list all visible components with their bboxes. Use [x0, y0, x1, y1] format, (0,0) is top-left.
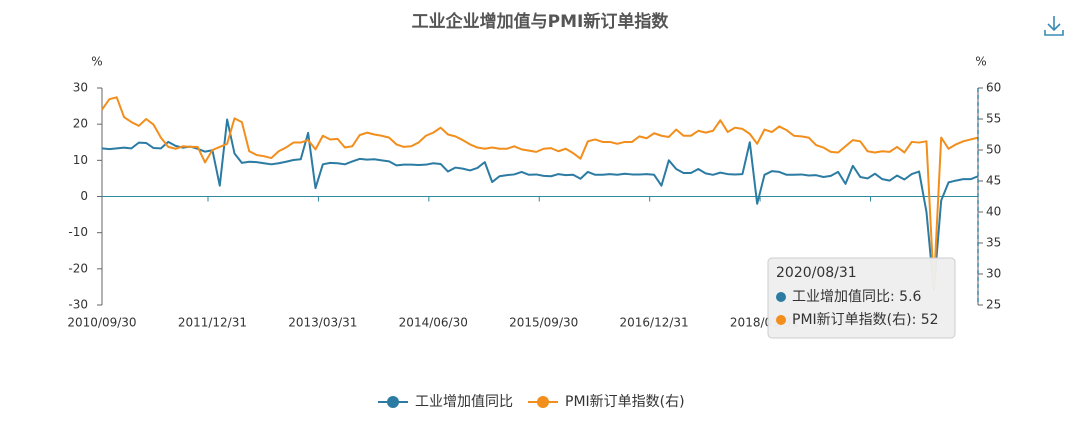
y2-unit: % — [975, 55, 986, 69]
legend-label[interactable]: 工业增加值同比 — [415, 394, 513, 410]
legend: 工业增加值同比 PMI新订单指数(右) — [378, 394, 685, 410]
y2-tick-label: 55 — [986, 112, 1001, 126]
y-unit: % — [91, 55, 102, 69]
x-tick-label: 2013/03/31 — [288, 316, 357, 330]
download-icon[interactable] — [1044, 16, 1064, 36]
x-tick-label: 2015/09/30 — [509, 316, 578, 330]
y2-tick-label: 40 — [986, 205, 1001, 219]
y2-tick-label: 50 — [986, 143, 1001, 157]
legend-item[interactable]: 工业增加值同比 — [378, 394, 513, 410]
legend-item[interactable]: PMI新订单指数(右) — [528, 394, 685, 410]
y2-tick-label: 45 — [986, 174, 1001, 188]
tooltip-value: 52 — [921, 312, 939, 328]
y-tick-label: 20 — [73, 117, 88, 131]
tooltip-item: PMI新订单指数(右): 52 — [792, 312, 939, 328]
tooltip-series-name: PMI新订单指数(右) — [792, 312, 912, 328]
y-tick-label: -30 — [68, 298, 88, 312]
tooltip-series-name: 工业增加值同比 — [792, 289, 890, 305]
y2-tick-label: 30 — [986, 267, 1001, 281]
legend-marker[interactable] — [537, 396, 549, 408]
x-tick-label: 2016/12/31 — [620, 316, 689, 330]
legend-label[interactable]: PMI新订单指数(右) — [565, 394, 685, 410]
tooltip-marker — [776, 315, 786, 325]
y-tick-label: -10 — [68, 225, 88, 239]
series-line — [101, 96, 979, 288]
y-tick-label: -20 — [68, 261, 88, 275]
tooltip-title: 2020/08/31 — [776, 265, 857, 281]
y-tick-label: 0 — [80, 189, 88, 203]
tooltip: 2020/08/31 工业增加值同比: 5.6 PMI新订单指数(右): 52 — [767, 257, 956, 339]
y-tick-label: 30 — [73, 81, 88, 95]
series-line — [101, 118, 979, 292]
y-tick-label: 10 — [73, 153, 88, 167]
tooltip-item: 工业增加值同比: 5.6 — [792, 289, 922, 305]
download-glyph[interactable] — [1044, 16, 1064, 36]
tooltip-box — [767, 257, 956, 339]
y2-tick-label: 35 — [986, 236, 1001, 250]
x-tick-label: 2014/06/30 — [399, 316, 468, 330]
y2-tick-label: 60 — [986, 81, 1001, 95]
legend-marker[interactable] — [387, 396, 399, 408]
chart-title: 工业企业增加值与PMI新订单指数 — [412, 11, 670, 32]
x-tick-label: 2010/09/30 — [67, 316, 136, 330]
tooltip-value: 5.6 — [899, 289, 921, 305]
tooltip-marker — [776, 292, 786, 302]
x-tick-label: 2011/12/31 — [178, 316, 247, 330]
y2-tick-label: 25 — [986, 298, 1001, 312]
